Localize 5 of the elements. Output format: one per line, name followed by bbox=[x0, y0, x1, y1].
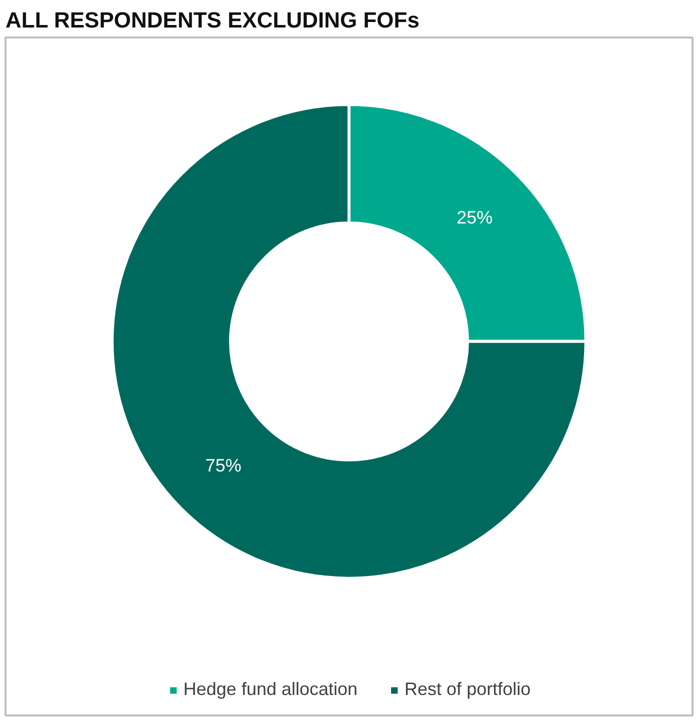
legend-label: Rest of portfolio bbox=[404, 679, 531, 700]
chart-title: ALL RESPONDENTS EXCLUDING FOFs bbox=[6, 8, 420, 32]
data-label: 25% bbox=[456, 207, 493, 228]
legend-label: Hedge fund allocation bbox=[183, 679, 358, 700]
data-label: 75% bbox=[205, 455, 242, 476]
